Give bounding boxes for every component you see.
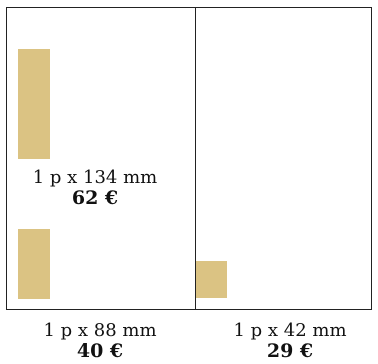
page-layout-frame (6, 7, 372, 310)
size-label-42mm: 1 p x 42 mm (233, 320, 347, 341)
size-label-88mm: 1 p x 88 mm (43, 320, 157, 341)
price-label-134mm: 62 € (71, 187, 119, 209)
column-divider (195, 7, 196, 310)
price-label-88mm: 40 € (76, 340, 124, 362)
ad-block-88mm (18, 229, 50, 299)
ad-block-134mm (18, 49, 50, 159)
size-label-134mm: 1 p x 134 mm (32, 167, 158, 188)
price-label-42mm: 29 € (266, 340, 314, 362)
ad-block-42mm (196, 261, 227, 298)
